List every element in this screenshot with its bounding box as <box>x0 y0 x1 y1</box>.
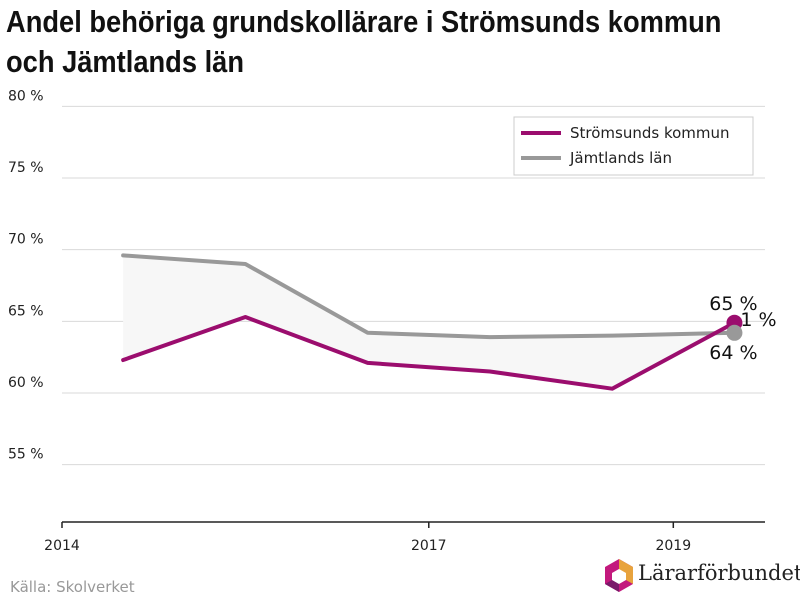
legend: Strömsunds kommun Jämtlands län <box>513 116 754 176</box>
y-tick-label: 60 % <box>8 375 44 391</box>
lararforbundet-logo: Lärarförbundet <box>602 557 800 595</box>
x-tick-label: 2014 <box>44 538 80 554</box>
grid-lines <box>62 105 765 466</box>
series-line-j-mtlands-l-n <box>121 253 737 340</box>
x-tick-label: 2019 <box>655 538 691 554</box>
end-label-jamtlands: 64 % <box>709 342 757 364</box>
logo-text: Lärarförbundet <box>638 561 800 585</box>
y-axis-tick-labels: 55 % 60 % 65 % 70 % 75 % 80 % <box>8 88 44 462</box>
end-label-stromsunds: 65 % <box>709 293 757 315</box>
end-markers: 1 %65 % 64 % <box>709 293 776 364</box>
series-lines <box>121 253 737 391</box>
chart-title-line-1: Andel behöriga grundskollärare i Strömsu… <box>6 4 722 39</box>
y-tick-label: 70 % <box>8 232 44 248</box>
x-axis: 2014 2017 2019 <box>44 521 765 554</box>
logo-hexagon-icon <box>605 559 633 592</box>
y-tick-label: 80 % <box>8 88 44 104</box>
series-gap-area <box>123 255 735 389</box>
source-note: Källa: Skolverket <box>10 578 135 596</box>
y-tick-label: 65 % <box>8 303 44 319</box>
legend-label: Jämtlands län <box>569 149 672 167</box>
x-tick-label: 2017 <box>411 538 447 554</box>
end-annotation: 1 % <box>740 309 776 331</box>
legend-box <box>513 116 754 176</box>
legend-label: Strömsunds kommun <box>570 124 730 142</box>
chart-title-line-2: och Jämtlands län <box>6 44 245 79</box>
y-tick-label: 55 % <box>8 447 44 463</box>
end-point-jamtlands <box>726 324 743 341</box>
y-tick-label: 75 % <box>8 160 44 176</box>
series-line-str-msunds-kommun <box>121 315 737 391</box>
chart-title: Andel behöriga grundskollärare i Strömsu… <box>6 2 722 82</box>
gap-area <box>123 255 735 389</box>
